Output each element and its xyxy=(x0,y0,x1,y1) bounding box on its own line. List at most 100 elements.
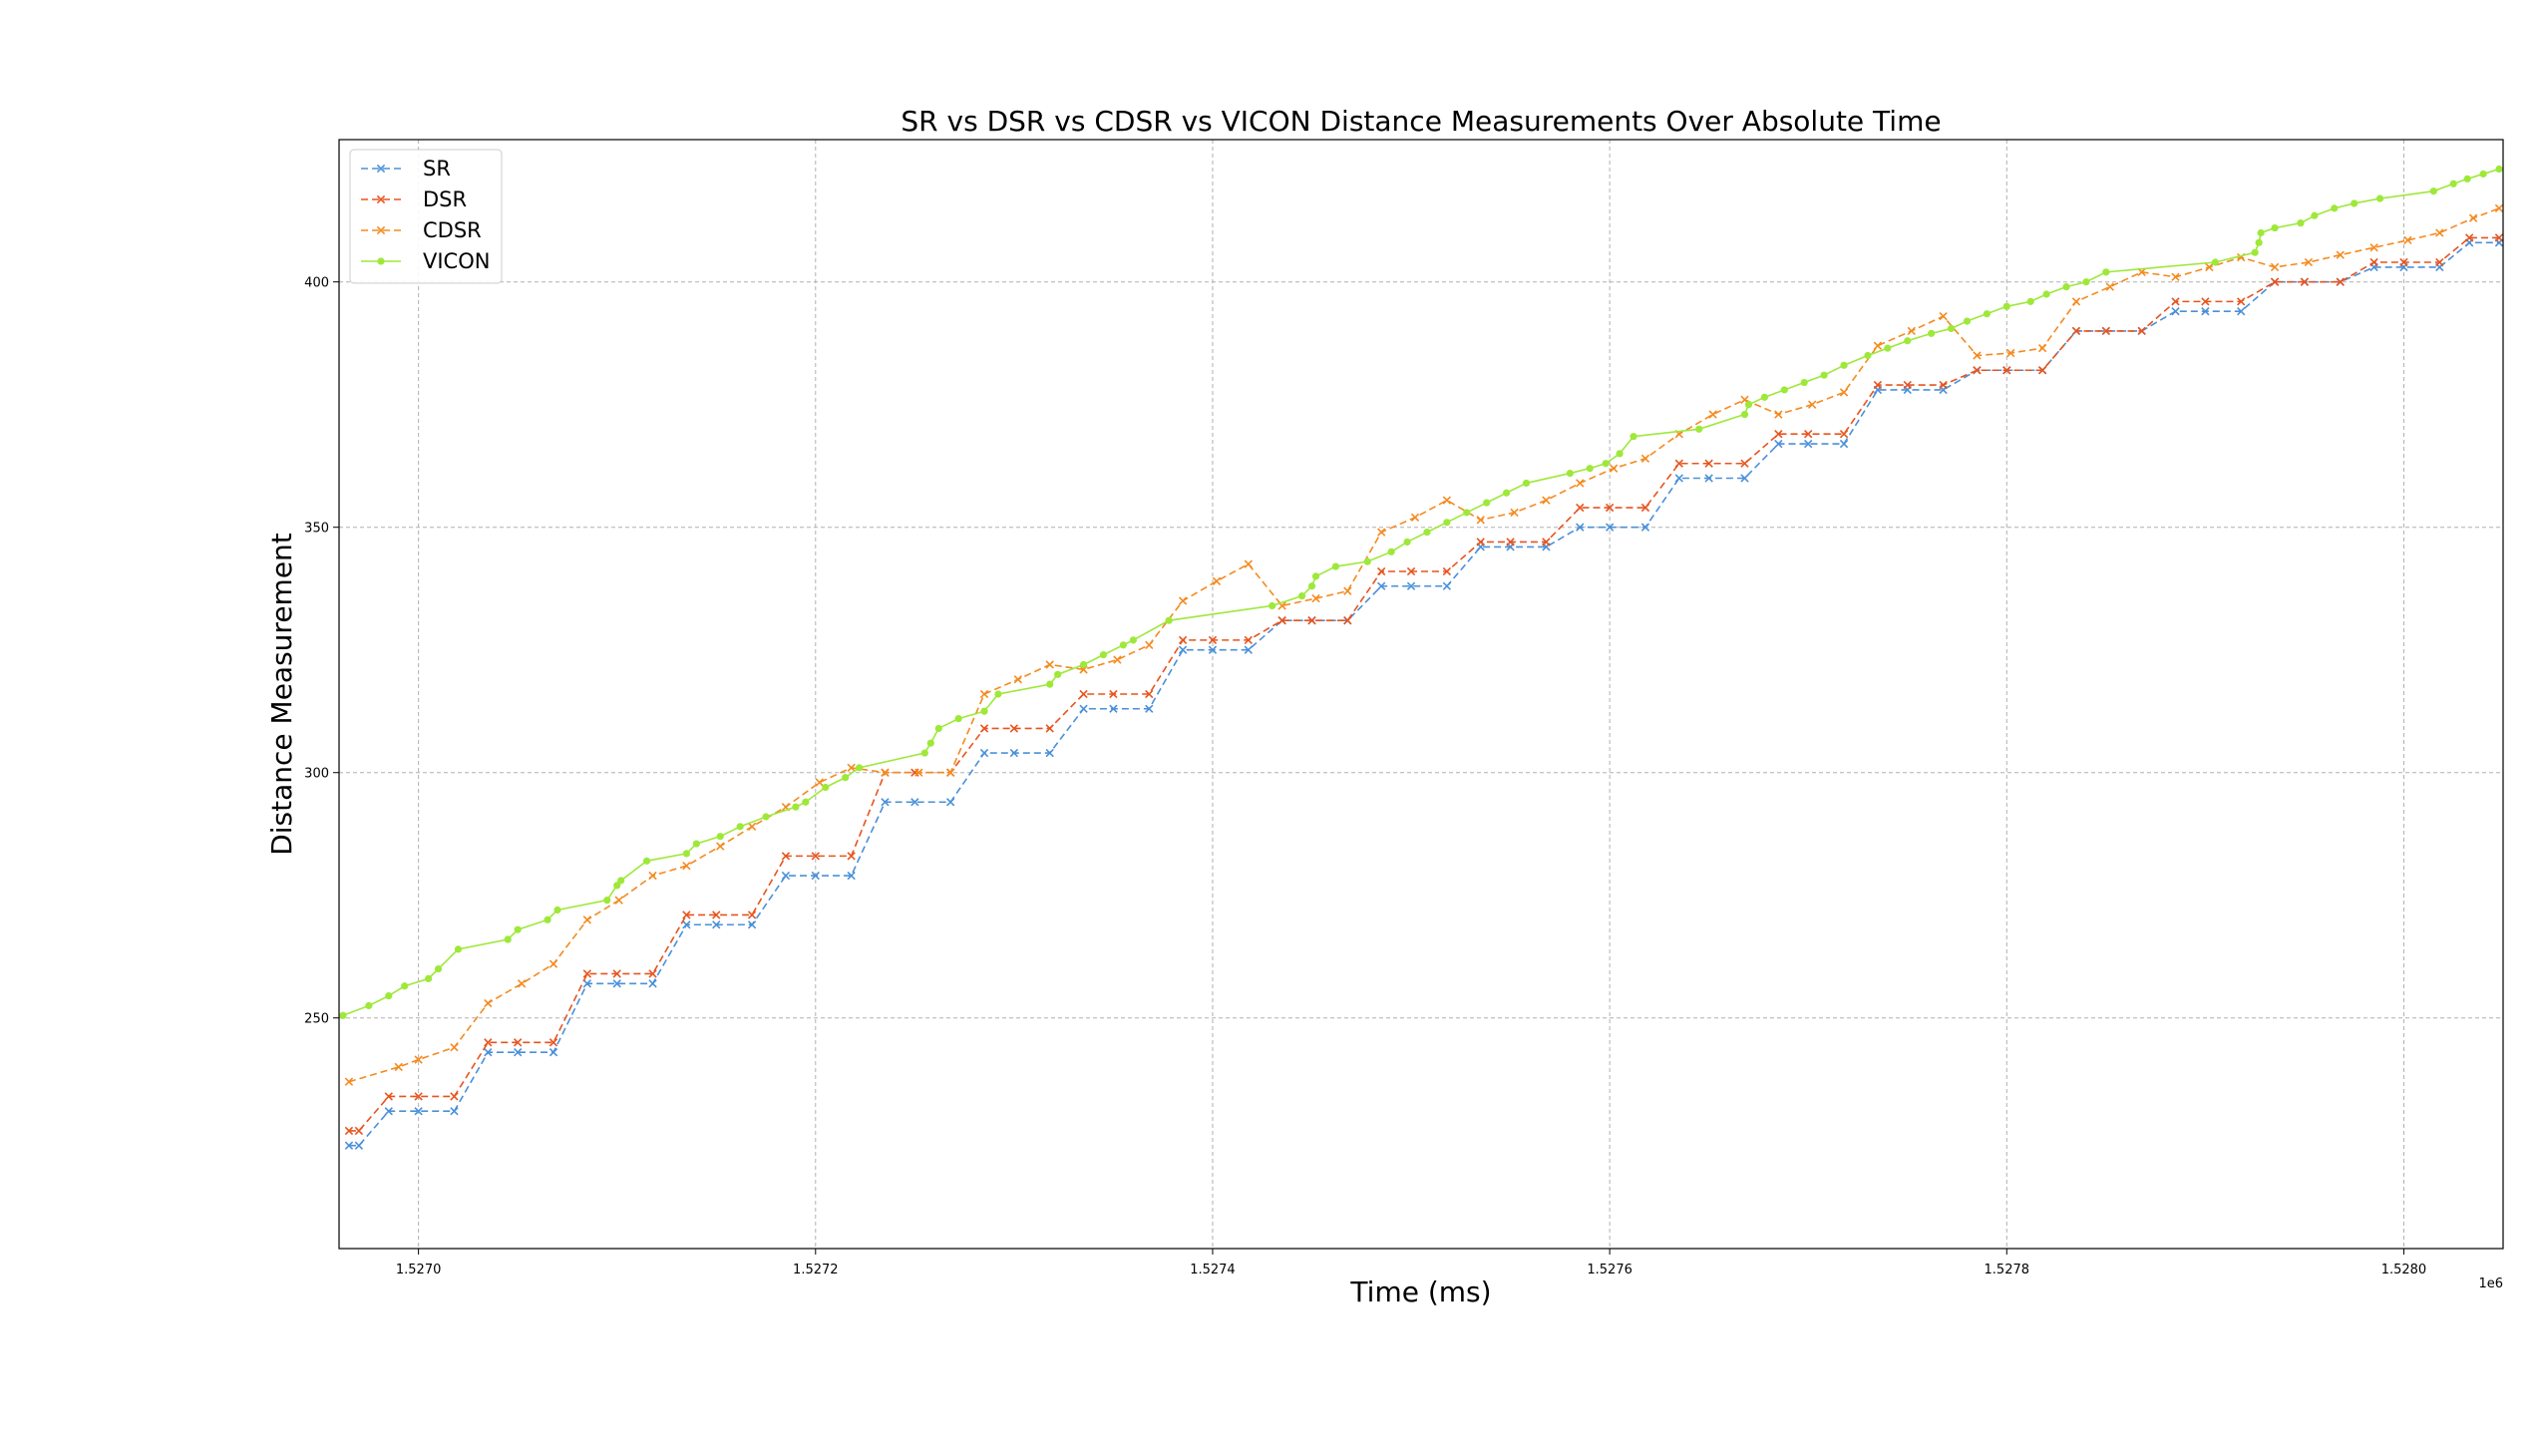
data-point-vicon xyxy=(514,925,522,933)
data-point-sr xyxy=(781,871,791,881)
data-point-cdsr xyxy=(1542,496,1551,505)
data-point-vicon xyxy=(1165,616,1173,624)
data-point-dsr xyxy=(1442,566,1452,576)
data-point-sr xyxy=(1774,439,1783,449)
data-point-cdsr xyxy=(747,822,757,832)
data-point-cdsr xyxy=(1343,586,1352,595)
data-point-vicon xyxy=(1503,489,1511,497)
data-point-vicon xyxy=(2429,187,2437,195)
data-point-cdsr xyxy=(815,778,824,787)
legend-item-dsr: DSR xyxy=(361,187,467,211)
series-layer xyxy=(339,165,2503,1150)
data-point-dsr xyxy=(1506,538,1515,546)
data-point-dsr xyxy=(1377,566,1386,576)
data-point-dsr xyxy=(811,852,820,861)
data-point-dsr xyxy=(354,1126,364,1136)
data-point-vicon xyxy=(692,840,700,848)
x-offset-label: 1e6 xyxy=(2478,1276,2503,1291)
data-point-vicon xyxy=(2351,199,2358,207)
data-point-vicon xyxy=(1800,378,1808,387)
data-point-cdsr xyxy=(548,959,558,968)
data-point-vicon xyxy=(682,850,690,858)
x-tick-label: 1.5270 xyxy=(396,1263,442,1277)
data-point-cdsr xyxy=(1410,513,1420,523)
data-point-cdsr xyxy=(1808,400,1817,409)
data-point-dsr xyxy=(1178,635,1188,645)
y-tick-label: 350 xyxy=(304,522,329,537)
data-point-dsr xyxy=(2002,366,2011,375)
data-point-cdsr xyxy=(2435,228,2444,237)
x-axis-label: Time (ms) xyxy=(1349,1275,1491,1308)
data-point-vicon xyxy=(1423,529,1431,537)
x-tick-label: 1.5278 xyxy=(1985,1263,2030,1277)
data-point-dsr xyxy=(2270,277,2280,286)
data-point-dsr xyxy=(2101,326,2111,336)
data-point-dsr xyxy=(514,1038,523,1047)
x-tick-label: 1.5274 xyxy=(1190,1263,1236,1277)
data-point-cdsr xyxy=(2105,282,2114,291)
data-point-vicon xyxy=(2102,268,2110,276)
chart-title: SR vs DSR vs CDSR vs VICON Distance Meas… xyxy=(901,105,1941,138)
data-point-sr xyxy=(648,979,657,988)
data-point-vicon xyxy=(1740,410,1749,419)
data-point-cdsr xyxy=(1311,593,1320,603)
data-point-vicon xyxy=(980,707,988,715)
data-point-sr xyxy=(1605,523,1615,532)
data-point-sr xyxy=(1145,704,1154,713)
data-point-sr xyxy=(946,798,955,807)
legend-marker-dsr xyxy=(376,194,386,204)
data-point-dsr xyxy=(1406,566,1416,576)
data-point-sr xyxy=(1045,748,1054,758)
data-point-sr xyxy=(1208,645,1218,654)
data-point-cdsr xyxy=(450,1043,459,1052)
legend-label-vicon: VICON xyxy=(423,249,490,273)
data-point-sr xyxy=(847,871,856,881)
data-point-dsr xyxy=(1774,430,1783,439)
data-point-vicon xyxy=(603,897,611,905)
data-point-vicon xyxy=(365,1001,373,1010)
x-tick-label: 1.5272 xyxy=(793,1263,839,1277)
data-point-vicon xyxy=(2002,302,2010,310)
data-point-dsr xyxy=(1244,635,1253,645)
data-point-vicon xyxy=(613,882,621,890)
data-point-vicon xyxy=(1602,460,1610,468)
data-point-vicon xyxy=(2479,170,2487,179)
data-point-cdsr xyxy=(1377,528,1386,537)
data-point-vicon xyxy=(1947,324,1956,333)
data-point-dsr xyxy=(1009,724,1019,733)
data-point-dsr xyxy=(1640,503,1650,513)
data-point-dsr xyxy=(1973,366,1982,375)
data-point-vicon xyxy=(736,823,744,831)
data-point-cdsr xyxy=(2006,348,2015,358)
data-point-sr xyxy=(2171,307,2180,316)
data-point-vicon xyxy=(1119,641,1127,649)
data-point-cdsr xyxy=(648,871,657,881)
data-point-vicon xyxy=(2271,223,2279,232)
data-point-vicon xyxy=(504,935,512,943)
data-point-vicon xyxy=(544,915,551,923)
data-point-dsr xyxy=(2369,257,2378,267)
data-point-vicon xyxy=(1099,651,1108,659)
data-point-dsr xyxy=(1277,616,1286,625)
data-point-dsr xyxy=(2237,297,2246,306)
y-axis-label: Distance Measurement xyxy=(265,533,298,856)
data-point-vicon xyxy=(1331,562,1339,570)
data-point-cdsr xyxy=(344,1077,354,1086)
data-point-vicon xyxy=(1269,601,1276,610)
data-point-cdsr xyxy=(1013,675,1023,684)
data-point-sr xyxy=(2201,307,2210,316)
data-point-dsr xyxy=(648,969,657,978)
data-point-dsr xyxy=(1674,459,1683,468)
data-point-dsr xyxy=(2464,233,2474,242)
data-point-sr xyxy=(1740,474,1749,483)
data-point-vicon xyxy=(1463,509,1471,517)
data-point-dsr xyxy=(2399,257,2408,267)
data-point-vicon xyxy=(1904,337,1912,345)
y-tick-label: 250 xyxy=(304,1012,329,1027)
data-point-sr xyxy=(1079,704,1088,713)
data-point-vicon xyxy=(385,992,393,1000)
data-point-dsr xyxy=(1307,616,1316,625)
data-point-vicon xyxy=(842,774,850,782)
legend-label-dsr: DSR xyxy=(423,187,467,211)
